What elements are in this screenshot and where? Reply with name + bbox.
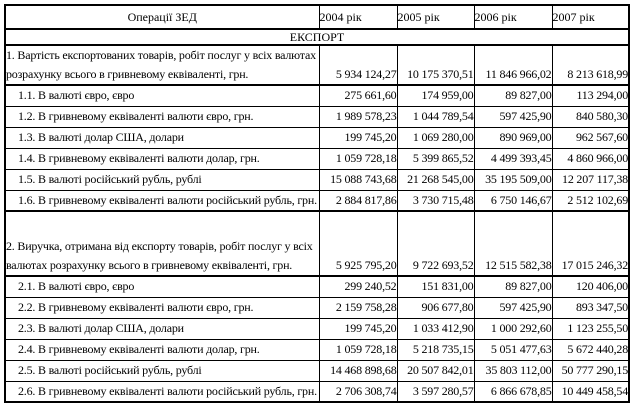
value-2004: 299 240,52 — [318, 275, 398, 298]
value-2006: 6 750 146,67 — [473, 189, 553, 212]
row-label: 1.3. В валюті долар США, долари — [4, 126, 320, 149]
column-header-2007: 2007 рік — [551, 4, 630, 30]
value-2004: 2 884 817,86 — [318, 189, 398, 212]
value-2005: 151 831,00 — [396, 275, 475, 298]
row-label: 1.6. В гривневому еквіваленті валюти рос… — [4, 189, 320, 212]
row-label: 2.3. В валюті долар США, долари — [4, 317, 320, 340]
table-row-2-1: 2.1. В валюті євро, євро 299 240,52 151 … — [4, 275, 630, 298]
table-row-2-6: 2.6. В гривневому еквіваленті валюти рос… — [4, 380, 630, 403]
table-row-1-4: 1.4. В гривневому еквіваленті валюти дол… — [4, 147, 630, 170]
row-label: 2.4. В гривневому еквіваленті валюти дол… — [4, 338, 320, 361]
value-2007: 17 015 246,32 — [551, 210, 630, 277]
table-row-2-2: 2.2. В гривневому еквіваленті валюти євр… — [4, 296, 630, 319]
value-2006: 597 425,90 — [473, 296, 553, 319]
row-label: 2.2. В гривневому еквіваленті валюти євр… — [4, 296, 320, 319]
section-row-export: ЕКСПОРТ — [4, 28, 630, 46]
row-label: 2.6. В гривневому еквіваленті валюти рос… — [4, 380, 320, 403]
value-2006: 1 000 292,60 — [473, 317, 553, 340]
value-2005: 174 959,00 — [396, 84, 475, 107]
value-2004: 199 745,20 — [318, 317, 398, 340]
value-2004: 1 989 578,23 — [318, 105, 398, 128]
zed-operations-table: Операції ЗЕД 2004 рік 2005 рік 2006 рік … — [4, 4, 630, 403]
value-2004: 15 088 743,68 — [318, 168, 398, 191]
row-label: 2.1. В валюті євро, євро — [4, 275, 320, 298]
value-2007: 2 512 102,69 — [551, 189, 630, 212]
row-label: 1.1. В валюті євро, євро — [4, 84, 320, 107]
row-label: 2. Виручка, отримана від експорту товарі… — [4, 210, 320, 277]
table-row-1-6: 1.6. В гривневому еквіваленті валюти рос… — [4, 189, 630, 212]
value-2004: 5 925 795,20 — [318, 210, 398, 277]
value-2007: 962 567,60 — [551, 126, 630, 149]
value-2007: 113 294,00 — [551, 84, 630, 107]
value-2005: 3 597 280,57 — [396, 380, 475, 403]
row-label: 1.2. В гривневому еквіваленті валюти євр… — [4, 105, 320, 128]
column-header-operations: Операції ЗЕД — [4, 4, 320, 30]
value-2005: 10 175 370,51 — [396, 44, 475, 86]
row-label: 2.5. В валюті російський рубль, рублі — [4, 359, 320, 382]
value-2005: 1 069 280,00 — [396, 126, 475, 149]
value-2005: 5 218 735,15 — [396, 338, 475, 361]
value-2005: 20 507 842,01 — [396, 359, 475, 382]
table-row-export-revenue-total: 2. Виручка, отримана від експорту товарі… — [4, 210, 630, 277]
value-2006: 6 866 678,85 — [473, 380, 553, 403]
value-2004: 2 706 308,74 — [318, 380, 398, 403]
value-2004: 1 059 728,18 — [318, 338, 398, 361]
value-2005: 1 033 412,90 — [396, 317, 475, 340]
value-2007: 1 123 255,50 — [551, 317, 630, 340]
value-2006: 35 803 112,00 — [473, 359, 553, 382]
column-header-2006: 2006 рік — [473, 4, 553, 30]
value-2006: 89 827,00 — [473, 275, 553, 298]
value-2006: 4 499 393,45 — [473, 147, 553, 170]
table-row-2-5: 2.5. В валюті російський рубль, рублі 14… — [4, 359, 630, 382]
value-2006: 597 425,90 — [473, 105, 553, 128]
value-2006: 12 515 582,38 — [473, 210, 553, 277]
value-2004: 5 934 124,27 — [318, 44, 398, 86]
table-row-1-5: 1.5. В валюті російський рубль, рублі 15… — [4, 168, 630, 191]
value-2007: 4 860 966,00 — [551, 147, 630, 170]
value-2007: 10 449 458,54 — [551, 380, 630, 403]
table-row-2-4: 2.4. В гривневому еквіваленті валюти дол… — [4, 338, 630, 361]
value-2006: 11 846 966,02 — [473, 44, 553, 86]
section-title-export: ЕКСПОРТ — [4, 28, 630, 46]
value-2006: 5 051 477,63 — [473, 338, 553, 361]
value-2006: 890 969,00 — [473, 126, 553, 149]
table-row-1-3: 1.3. В валюті долар США, долари 199 745,… — [4, 126, 630, 149]
column-header-2005: 2005 рік — [396, 4, 475, 30]
column-header-2004: 2004 рік — [318, 4, 398, 30]
value-2004: 2 159 758,28 — [318, 296, 398, 319]
value-2006: 35 195 509,00 — [473, 168, 553, 191]
value-2007: 50 777 290,15 — [551, 359, 630, 382]
value-2005: 3 730 715,48 — [396, 189, 475, 212]
value-2004: 199 745,20 — [318, 126, 398, 149]
value-2007: 893 347,50 — [551, 296, 630, 319]
value-2005: 906 677,80 — [396, 296, 475, 319]
value-2007: 120 406,00 — [551, 275, 630, 298]
value-2005: 5 399 865,52 — [396, 147, 475, 170]
value-2007: 5 672 440,28 — [551, 338, 630, 361]
row-label: 1.4. В гривневому еквіваленті валюти дол… — [4, 147, 320, 170]
value-2005: 21 268 545,00 — [396, 168, 475, 191]
value-2007: 8 213 618,99 — [551, 44, 630, 86]
value-2005: 1 044 789,54 — [396, 105, 475, 128]
table-header-row: Операції ЗЕД 2004 рік 2005 рік 2006 рік … — [4, 4, 630, 30]
value-2005: 9 722 693,52 — [396, 210, 475, 277]
table-row-export-value-total: 1. Вартість експортованих товарів, робіт… — [4, 44, 630, 86]
value-2004: 1 059 728,18 — [318, 147, 398, 170]
table-row-1-2: 1.2. В гривневому еквіваленті валюти євр… — [4, 105, 630, 128]
value-2007: 840 580,30 — [551, 105, 630, 128]
row-label: 1.5. В валюті російський рубль, рублі — [4, 168, 320, 191]
row-label: 1. Вартість експортованих товарів, робіт… — [4, 44, 320, 86]
table-row-2-3: 2.3. В валюті долар США, долари 199 745,… — [4, 317, 630, 340]
value-2006: 89 827,00 — [473, 84, 553, 107]
table-row-1-1: 1.1. В валюті євро, євро 275 661,60 174 … — [4, 84, 630, 107]
value-2004: 14 468 898,68 — [318, 359, 398, 382]
value-2007: 12 207 117,38 — [551, 168, 630, 191]
value-2004: 275 661,60 — [318, 84, 398, 107]
